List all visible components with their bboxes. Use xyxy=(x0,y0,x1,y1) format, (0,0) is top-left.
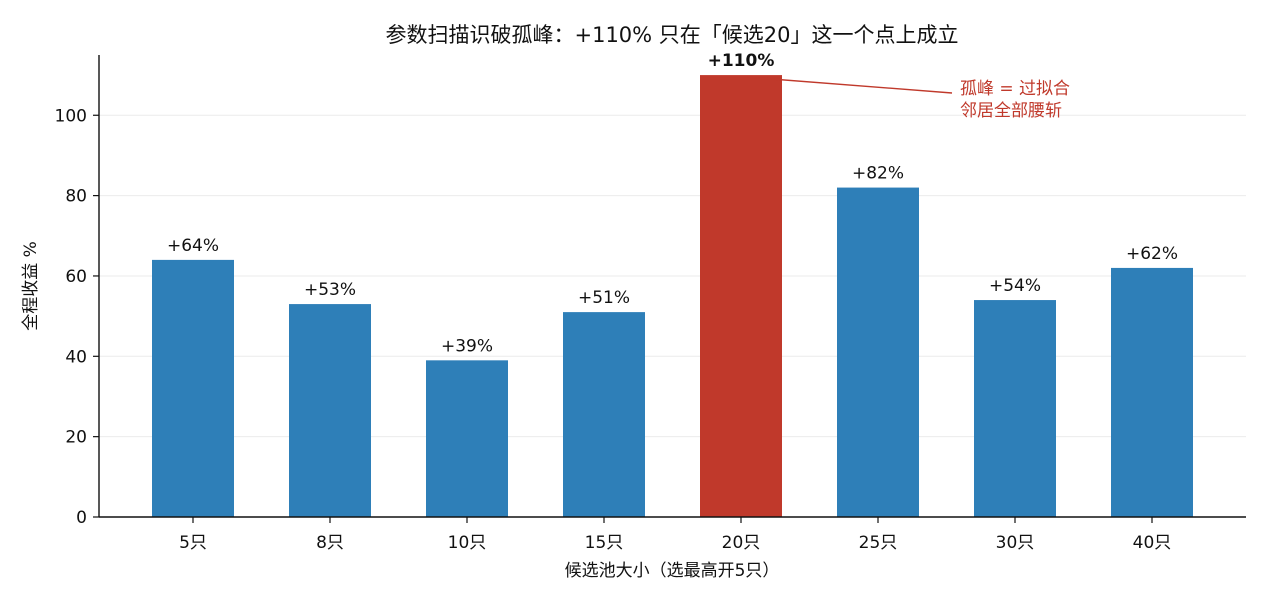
bar-value-label: +64% xyxy=(167,236,219,256)
bar-value-label: +51% xyxy=(578,288,630,308)
y-tick-label: 80 xyxy=(65,187,87,207)
bar-value-label: +82% xyxy=(852,164,904,184)
bar-40只 xyxy=(1111,267,1193,517)
bar-value-label: +39% xyxy=(441,336,493,356)
y-tick-label: 60 xyxy=(65,267,87,287)
annotation-text: 孤峰 = 过拟合 邻居全部腰斩 xyxy=(960,79,1075,121)
overfit-annotation: 孤峰 = 过拟合 邻居全部腰斩 xyxy=(746,76,1075,121)
x-tick-label: 15只 xyxy=(585,533,624,553)
x-tick-label: 25只 xyxy=(859,533,898,553)
bar-15只 xyxy=(563,312,645,517)
x-tick-label: 40只 xyxy=(1133,533,1172,553)
x-tick-label: 20只 xyxy=(722,533,761,553)
x-tick-label: 8只 xyxy=(316,533,344,553)
axis-layer xyxy=(98,55,1246,518)
bar-10只 xyxy=(426,360,508,517)
bar-value-label: +54% xyxy=(989,276,1041,296)
annotation-arrow xyxy=(746,76,953,94)
x-ticks: 5只 8只 10只 15只 20只 25只 30只 40只 xyxy=(179,517,1171,553)
x-tick-label: 10只 xyxy=(448,533,487,553)
bar-value-label: +53% xyxy=(304,280,356,300)
bar-5只 xyxy=(152,259,234,517)
y-tick-label: 40 xyxy=(65,347,87,367)
annotation-line-2: 邻居全部腰斩 xyxy=(960,101,1062,121)
y-tick-label: 100 xyxy=(55,106,87,126)
bar-value-label: +62% xyxy=(1126,244,1178,264)
x-tick-label: 30只 xyxy=(996,533,1035,553)
y-tick-label: 0 xyxy=(76,508,87,528)
chart-title: 参数扫描识破孤峰：+110% 只在「候选20」这一个点上成立 xyxy=(385,23,958,47)
annotation-line-1: 孤峰 = 过拟合 xyxy=(960,79,1070,99)
bar-value-labels: +64% +53% +39% +51% +110% +82% +54% +62% xyxy=(167,51,1178,356)
bar-20只 xyxy=(700,75,782,517)
bar-value-label: +110% xyxy=(708,51,775,71)
bar-25只 xyxy=(837,187,919,517)
y-ticks: 0 20 40 60 80 100 xyxy=(55,106,99,528)
x-axis-label: 候选池大小（选最高开5只） xyxy=(565,561,780,581)
y-tick-label: 20 xyxy=(65,428,87,448)
bar-30只 xyxy=(974,300,1056,517)
bar-8只 xyxy=(289,304,371,517)
x-tick-label: 5只 xyxy=(179,533,207,553)
bar-layer xyxy=(152,75,1193,517)
y-axis-label: 全程收益 % xyxy=(21,241,41,331)
grid-layer xyxy=(99,114,1246,438)
